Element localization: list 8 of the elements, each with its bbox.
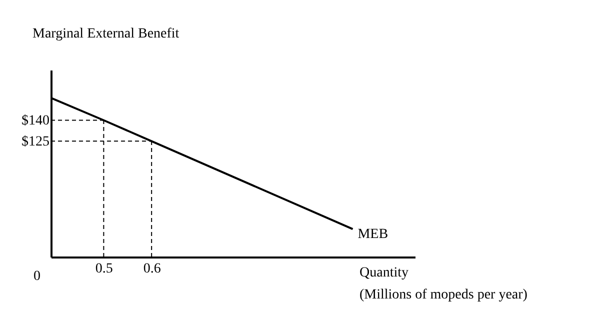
y-tick-label: $125 [22,134,50,150]
x-tick-label: 0.6 [143,262,161,276]
text: 0 [34,269,40,284]
x-axis-title: Quantity (Millions of mopeds per year) [360,266,528,302]
y-tick-label: $140 [22,114,50,129]
x-tick-label: 0.5 [95,262,113,276]
y-axis-title: Marginal External Benefit [32,26,180,42]
series-label: MEB [358,227,388,242]
